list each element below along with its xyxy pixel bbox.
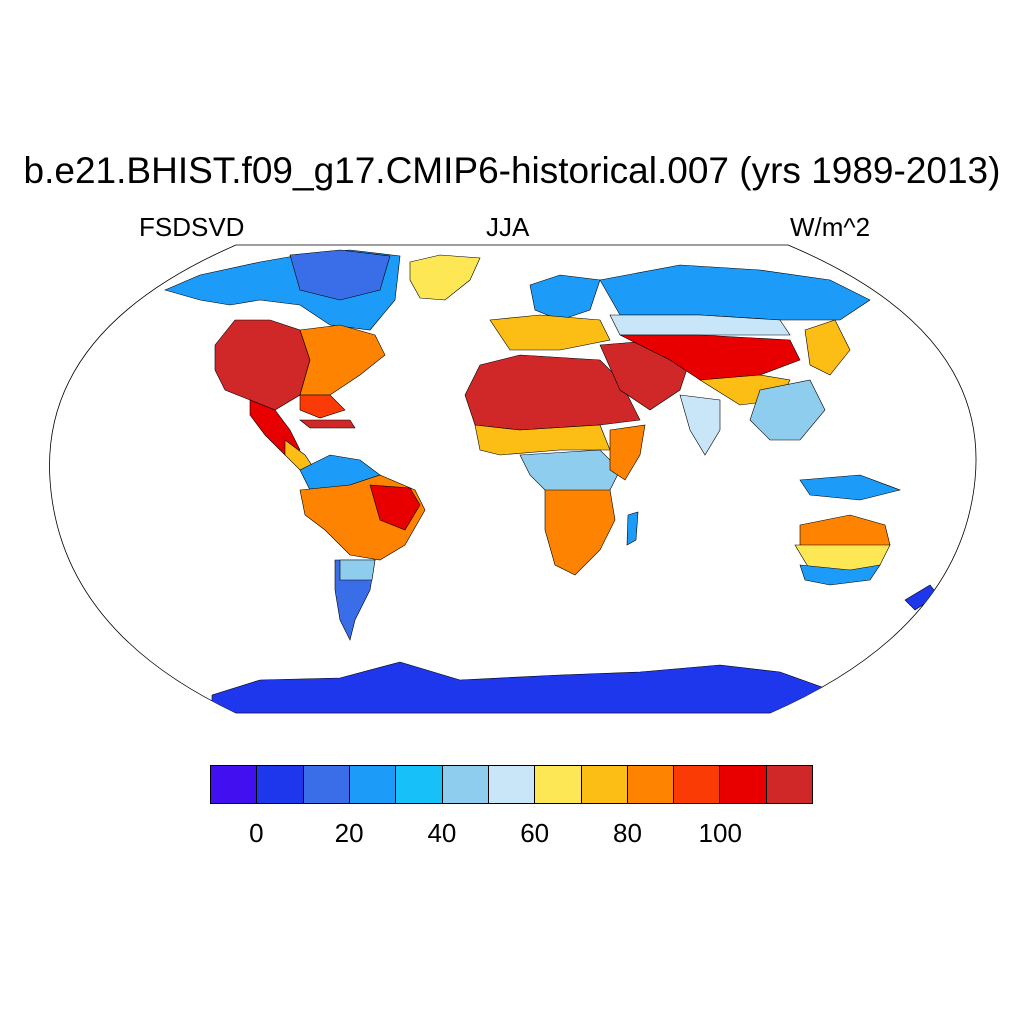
units-label: W/m^2 xyxy=(790,212,871,242)
land-west-africa xyxy=(474,424,611,456)
land-usa-east xyxy=(299,324,386,396)
colorbar-swatch xyxy=(396,766,443,803)
land-caribbean xyxy=(299,419,356,429)
colorbar-swatch xyxy=(720,766,767,803)
land-patagonia xyxy=(339,559,376,581)
land-japan-korea xyxy=(804,319,851,376)
land-scandinavia xyxy=(529,274,601,321)
colorbar xyxy=(210,765,813,804)
colorbar-tick-label: 40 xyxy=(427,818,457,848)
colorbar-swatch xyxy=(488,766,536,803)
colorbar-swatch xyxy=(535,766,582,803)
land-madagascar xyxy=(626,511,639,546)
colorbar-swatch xyxy=(257,766,304,803)
land-indonesia xyxy=(799,474,902,501)
colorbar-swatch xyxy=(627,766,675,803)
colorbar-tick-label: 100 xyxy=(698,818,742,848)
season-label: JJA xyxy=(486,212,530,242)
colorbar-tick-label: 20 xyxy=(334,818,364,848)
colorbar-swatch xyxy=(442,766,489,803)
land-greenland xyxy=(409,254,481,301)
colorbar-swatch xyxy=(211,766,258,803)
colorbar-swatch xyxy=(581,766,628,803)
variable-label: FSDSVD xyxy=(139,212,245,242)
colorbar-tick-label: 80 xyxy=(612,818,642,848)
colorbar-swatch xyxy=(766,766,813,803)
land-southern-africa xyxy=(544,489,616,576)
land-canada-north xyxy=(289,249,391,301)
land-europe xyxy=(489,314,611,351)
land-antarctica xyxy=(211,661,831,713)
colorbar-tick-label: 0 xyxy=(249,818,264,848)
colorbar-swatch xyxy=(303,766,350,803)
colorbar-swatch xyxy=(674,766,721,803)
plot-title: b.e21.BHIST.f09_g17.CMIP6-historical.007… xyxy=(23,150,1001,191)
colorbar-swatch xyxy=(349,766,397,803)
land-east-china xyxy=(749,379,826,441)
colorbar-tick-label: 60 xyxy=(520,818,550,848)
land-india xyxy=(679,394,721,456)
land-east-africa xyxy=(609,424,646,481)
land-central-asia xyxy=(619,334,801,381)
land-australia-south xyxy=(799,564,881,586)
land-brazil-east xyxy=(369,484,421,531)
land-usa-southeast xyxy=(299,394,346,419)
